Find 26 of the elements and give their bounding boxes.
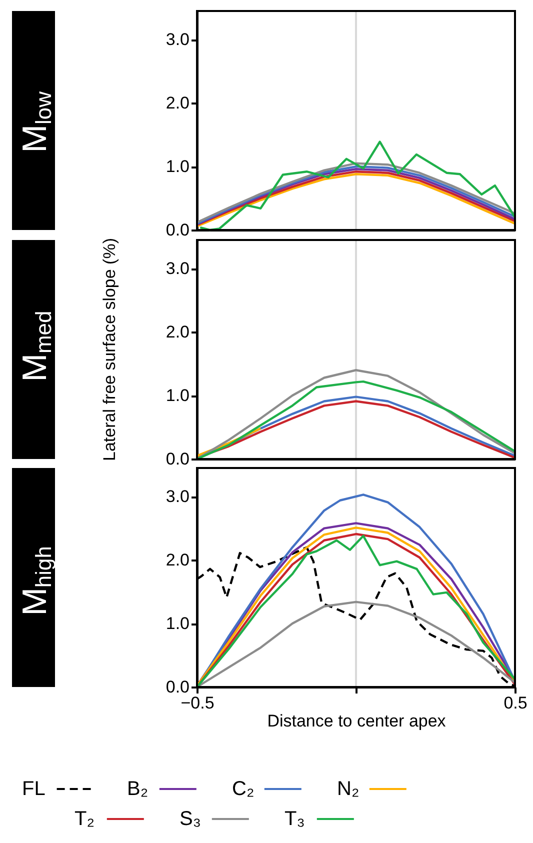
text: Mlow [16,91,56,153]
legend-label: T₃ [284,808,305,830]
y-tick-label: 0.0 [166,678,190,696]
y-axis-title: Lateral free surface slope (%) [100,238,119,461]
y-tick-label: 3.0 [166,487,190,506]
x-tick-label: −0.5 [180,694,214,712]
legend-label: N₂ [337,778,360,800]
y-tick-label: 1.0 [166,157,190,176]
y-tick-label: 0.0 [166,450,190,468]
y-tick-label: 0.0 [166,220,190,240]
text: Mhigh [16,546,56,616]
y-tick-label: 3.0 [166,259,190,278]
legend-label: C₂ [232,778,254,800]
legend-label: FL [22,778,46,800]
y-tick-label: 2.0 [166,322,190,342]
legend-label: B₂ [127,778,148,800]
y-tick-label: 2.0 [166,94,190,113]
x-axis-title: Distance to center apex [267,712,446,730]
text: Mmed [16,310,56,382]
legend-label: S₃ [180,808,201,830]
legend-label: T₂ [74,808,94,830]
y-tick-label: 3.0 [166,30,190,50]
x-tick-label: 0.5 [504,694,528,712]
y-tick-label: 2.0 [166,550,190,570]
y-tick-label: 1.0 [166,386,190,406]
y-tick-label: 1.0 [166,614,190,634]
